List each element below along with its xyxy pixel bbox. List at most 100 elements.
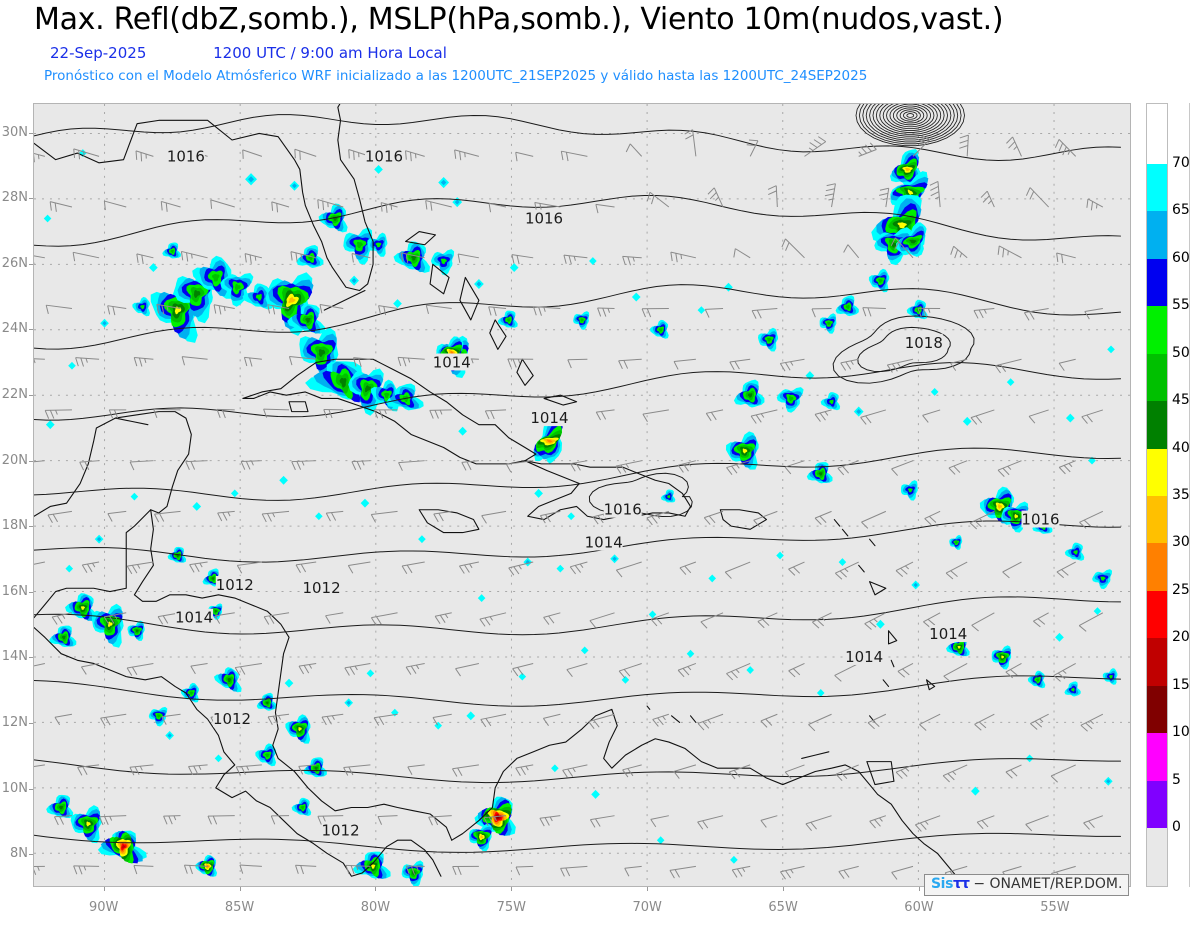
wind-barb [348,561,371,567]
wind-barb-flag [929,180,939,186]
wind-barb [127,662,154,669]
wind-barb [997,460,1022,471]
wind-barb [618,358,642,362]
colorbar-band [1147,401,1167,449]
wind-barb-flag [1050,775,1058,783]
wind-barb [570,561,588,568]
wind-barb-half-flag [987,200,992,205]
wind-barb-flag [73,148,76,158]
colorbar-band [1147,164,1167,212]
wind-barb-flag [697,723,705,731]
wind-barb-flag [710,412,717,421]
wind-barb-flag [970,417,978,425]
wind-barb [262,510,290,515]
wind-barb-flag [1028,415,1036,424]
wind-barb-flag [657,717,664,726]
wind-barb [454,149,480,157]
wind-barb [534,201,561,208]
wind-barb-flag [615,465,622,474]
wind-barb-half-flag [384,409,387,415]
wind-barb-flag [816,619,824,627]
wind-barb-half-flag [736,464,740,469]
wind-barb [1059,460,1076,468]
wind-barb-half-flag [1095,203,1098,209]
wind-barb-flag [750,415,757,424]
reflectivity-cell [86,821,91,827]
colorbar-tick-label: 5 [1172,771,1181,788]
wind-barb-flag [351,461,357,471]
wind-barb-flag [433,816,439,826]
wind-barb-flag [455,668,461,677]
wind-barb-flag [868,620,877,628]
reflectivity-speck [346,700,351,705]
wind-barb-flag [746,144,756,146]
reflectivity-cell [905,167,911,172]
wind-barb [295,561,317,566]
wind-barb [942,764,968,777]
wind-barb [1056,561,1076,573]
isobar-label: 1018 [905,334,943,352]
wind-barb-flag [464,564,470,573]
wind-barb-flag [328,409,333,419]
wind-barb [943,663,968,677]
wind-barb-flag [210,199,213,209]
wind-barb-flag [410,865,415,875]
lon-tickmark [375,887,377,891]
reflectivity-speck [509,263,519,273]
reflectivity-colorbar[interactable] [1146,103,1168,887]
wind-barb [862,307,886,309]
wind-barb [649,191,670,208]
wind-barb-flag [135,150,138,160]
wind-barb-flag [865,144,872,152]
lat-tickmark [29,788,33,790]
wind-barb [700,612,724,623]
wind-barb-flag [825,188,835,192]
wind-barb-half-flag [144,358,147,363]
wind-barb-flag [81,564,88,573]
wind-barb-flag [860,146,868,154]
wind-barb-flag [1002,467,1010,476]
wind-barb [326,510,344,514]
map-plot-area[interactable]: 1016 1016 1016 1018 1014 1014 1016 1014 1016 1012… [33,103,1131,887]
wind-barb-flag [272,305,276,315]
lat-tickmark [29,526,33,528]
wind-barb-flag [622,256,626,266]
lon-tick-label: 60W [904,900,934,915]
wind-barb-flag [438,513,444,522]
wind-barb-flag [947,773,955,781]
wind-barb [398,460,425,464]
wind-barb [406,662,425,668]
wind-barb-flag [263,408,268,418]
reflectivity-speck [440,179,447,186]
wind-barb-flag [1058,467,1066,475]
wind-barb [735,248,751,259]
subtitle-row: 22-Sep-2025 1200 UTC / 9:00 am Hora Loca… [50,44,447,62]
wind-barb-half-flag [821,617,826,622]
colorbar-tick-label: 35 [1172,487,1190,503]
wind-barb [185,460,208,463]
reflectivity-cell [411,255,417,261]
wind-barb-flag [650,195,655,205]
wind-barb-flag [160,201,163,211]
lat-tick-label: 18N [1,518,28,534]
mslp-isobar-layer [34,104,1122,853]
wind-barb [353,357,371,360]
colorbar-band [1147,258,1167,307]
wind-barb-flag [59,816,64,825]
wind-barb [77,764,100,768]
colorbar-band [1147,780,1167,828]
reflectivity-cell [356,241,363,249]
wind-barb [652,713,669,720]
wind-barb-flag [480,719,487,728]
wind-barb-flag [734,361,740,370]
wind-barb-flag [762,619,770,626]
wind-barb [922,409,941,416]
colorbar-tick-label: 70 [1172,155,1190,171]
wind-barb [867,713,887,724]
wind-barb-flag [515,767,521,776]
reflectivity-cell [211,577,215,581]
wind-barb-flag [674,869,680,878]
colorbar-tick-label: 55 [1172,297,1190,314]
lon-tick-label: 85W [224,900,255,915]
wind-barb [461,460,479,463]
